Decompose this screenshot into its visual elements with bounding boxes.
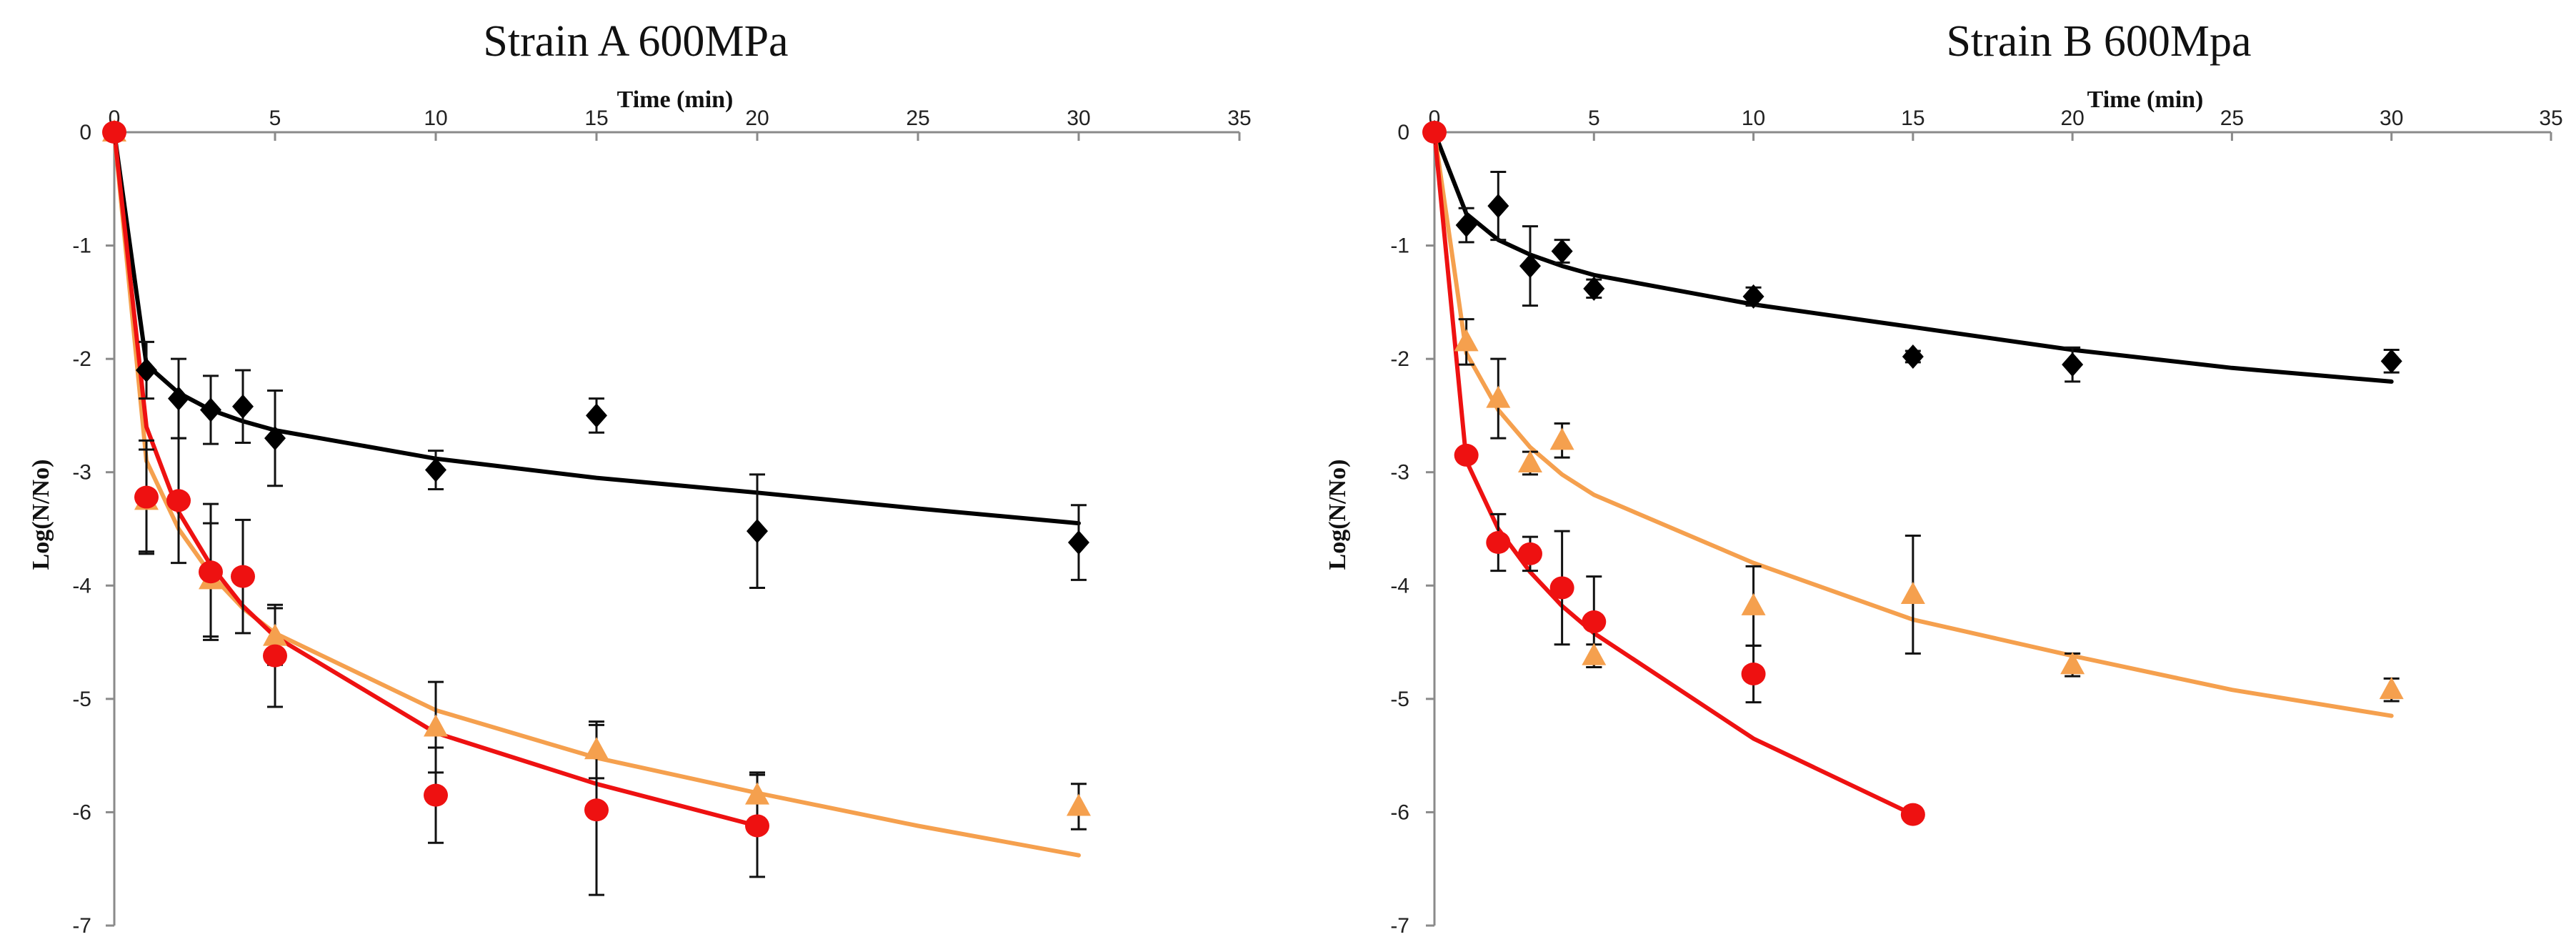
y-tick-label: -5 (1390, 688, 1409, 711)
chart-strain-b: Strain B 600Mpa Time (min) Log(N/No) 0 5 1… (1288, 0, 2576, 952)
y-tick-label: -1 (72, 234, 91, 258)
red-data-point (1549, 576, 1574, 600)
orange-data-point (424, 714, 448, 737)
x-tick-label: 10 (424, 106, 447, 130)
red-data-point (1741, 662, 1766, 685)
orange-data-point (745, 782, 769, 805)
red-data-point (1486, 531, 1511, 555)
x-tick-label: 10 (1742, 106, 1765, 130)
orange-data-point (584, 737, 609, 760)
black-data-point (200, 397, 221, 422)
black-data-point (168, 386, 189, 411)
orange-fit-curve (1432, 130, 2394, 718)
orange-data-point (1900, 581, 1925, 604)
x-tick-label: 35 (2539, 106, 2562, 130)
red-data-point (1582, 610, 1607, 634)
x-axis-title: Time (min) (617, 86, 734, 113)
red-data-point (1517, 542, 1542, 565)
y-tick-label: -1 (1390, 234, 1409, 258)
black-data-point (586, 403, 607, 428)
y-axis-title: Log(N/No) (28, 460, 54, 570)
y-axis-title: Log(N/No) (1324, 460, 1351, 570)
x-tick-label: 15 (1901, 106, 1924, 130)
black-data-point (1902, 344, 1924, 369)
y-tick-label: 0 (79, 121, 91, 144)
black-data-point (136, 358, 157, 382)
red-data-point (1422, 121, 1447, 144)
orange-data-point (1549, 427, 1574, 450)
orange-data-point (1486, 385, 1511, 408)
black-fit-curve (1432, 130, 2394, 384)
y-tick-label: -4 (72, 574, 91, 598)
plot-area: 0 5 10 15 20 25 30 350-1-2-3-4-5-6-7 (1390, 106, 2562, 938)
black-data-point (1068, 530, 1089, 555)
black-data-point (264, 426, 286, 451)
orange-data-point (1454, 329, 1479, 352)
x-tick-label: 15 (584, 106, 608, 130)
orange-data-point (2379, 677, 2404, 700)
red-data-point (263, 644, 287, 668)
x-tick-label: 30 (2380, 106, 2403, 130)
y-tick-label: -7 (1390, 914, 1409, 938)
black-data-point (2062, 352, 2084, 377)
chart-strain-b-svg: Strain B 600Mpa Time (min) Log(N/No) 0 5 1… (1324, 17, 2563, 938)
y-tick-label: -6 (1390, 800, 1409, 824)
x-tick-label: 20 (745, 106, 769, 130)
orange-data-point (2060, 652, 2085, 675)
plot-area: 0 5 10 15 20 25 30 350-1-2-3-4-5-6-7 (72, 106, 1251, 938)
orange-data-point (1582, 643, 1607, 665)
red-data-point (1454, 443, 1479, 467)
red-data-point (584, 798, 609, 822)
y-tick-label: -3 (72, 461, 91, 485)
black-data-point (1455, 213, 1477, 238)
x-tick-label: 25 (2220, 106, 2244, 130)
red-data-point (1900, 803, 1925, 826)
x-tick-label: 30 (1067, 106, 1090, 130)
chart-strain-a: Strain A 600MPa Time (min) Log(N/No) 0 5 1… (28, 17, 1252, 938)
black-data-point (425, 457, 446, 482)
chart-title: Strain A 600MPa (483, 17, 788, 66)
x-tick-label: 5 (269, 106, 281, 130)
red-data-point (424, 783, 448, 807)
black-data-point (1551, 239, 1573, 264)
black-data-point (1487, 194, 1509, 219)
red-fit-curve (1432, 130, 1915, 817)
y-tick-label: -6 (72, 800, 91, 824)
x-tick-label: 25 (906, 106, 929, 130)
x-tick-label: 35 (1227, 106, 1251, 130)
y-tick-label: -2 (72, 347, 91, 371)
orange-data-point (1517, 450, 1542, 473)
y-tick-label: -4 (1390, 574, 1409, 598)
black-data-point (232, 394, 254, 419)
y-tick-label: 0 (1397, 121, 1409, 144)
chart-strain-a-svg: Strain A 600MPa Time (min) Log(N/No) 0 5 1… (28, 17, 1252, 938)
black-data-point (1742, 284, 1764, 309)
orange-data-point (1741, 592, 1766, 615)
y-tick-label: -3 (1390, 461, 1409, 485)
x-tick-label: 20 (2060, 106, 2084, 130)
black-data-point (1583, 276, 1605, 301)
black-fit-curve (112, 130, 1081, 526)
orange-data-point (263, 623, 287, 646)
red-data-point (231, 565, 255, 588)
orange-data-point (1067, 793, 1091, 816)
red-data-point (745, 814, 769, 838)
y-tick-label: -5 (72, 688, 91, 711)
x-axis-title: Time (min) (2087, 86, 2204, 113)
red-data-point (166, 489, 191, 512)
black-data-point (2380, 349, 2402, 374)
red-data-point (134, 485, 159, 509)
red-data-point (199, 560, 223, 584)
black-data-point (1519, 254, 1541, 279)
x-tick-label: 5 (1588, 106, 1600, 130)
y-tick-label: -2 (1390, 347, 1409, 371)
y-tick-label: -7 (72, 914, 91, 938)
red-data-point (102, 121, 126, 144)
chart-title: Strain B 600Mpa (1946, 17, 2251, 66)
black-data-point (747, 519, 768, 544)
